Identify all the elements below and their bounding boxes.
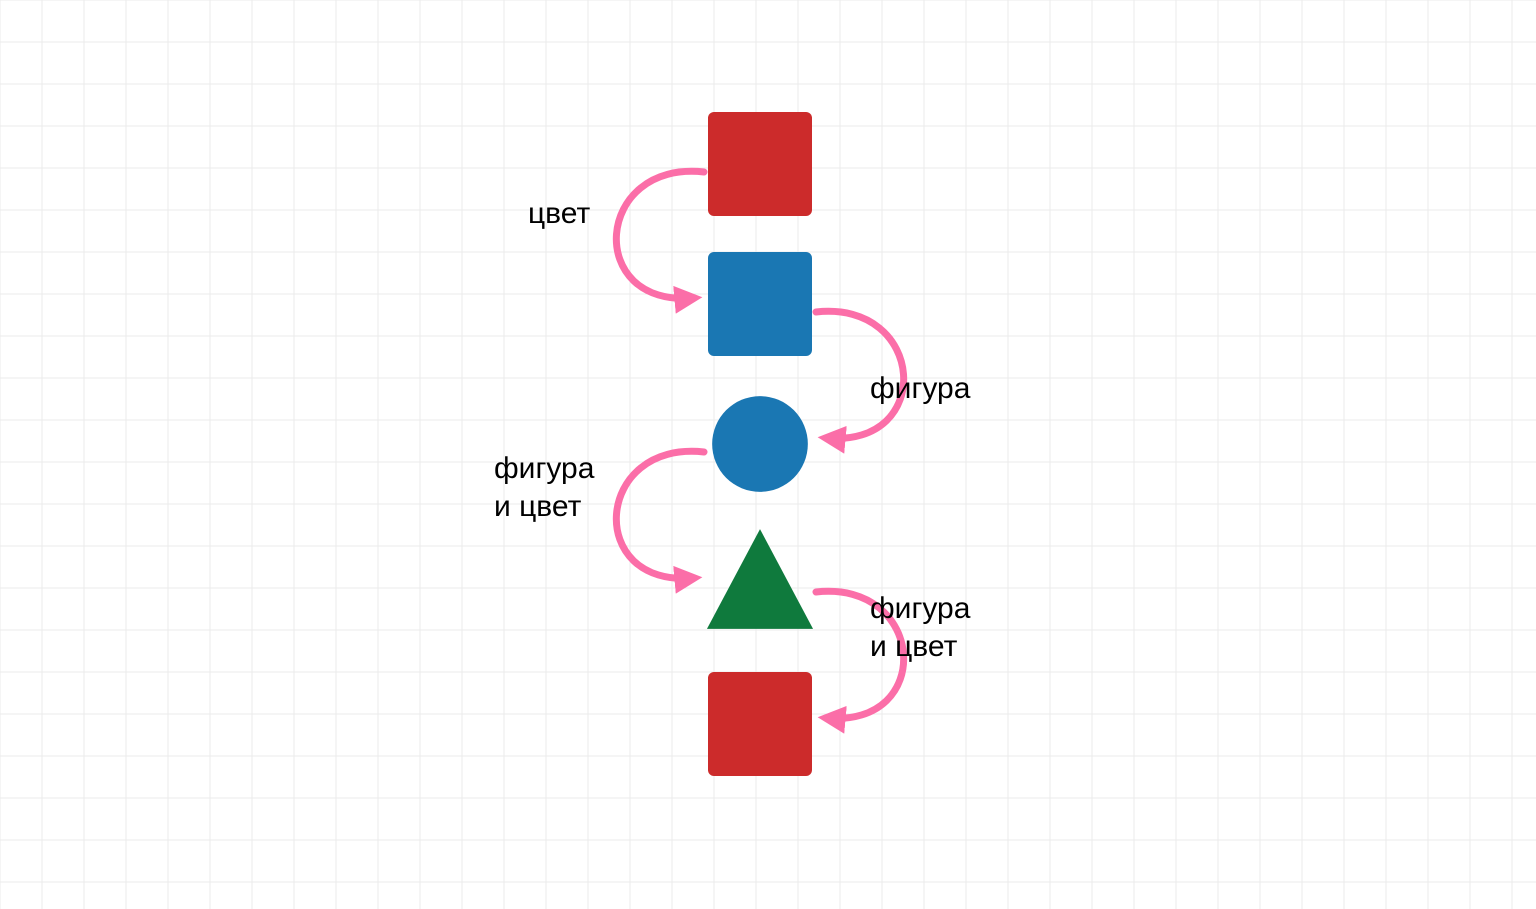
label-4: фигура и цвет — [870, 590, 970, 665]
diagram-stage: цвет фигура фигура и цвет фигура и цвет — [0, 0, 1536, 909]
label-1: цвет — [528, 195, 590, 233]
label-3: фигура и цвет — [494, 450, 594, 525]
shape-s4-triangle — [707, 529, 813, 629]
arrow-3 — [616, 451, 704, 578]
shape-s3-circle — [712, 396, 808, 492]
diagram-svg — [0, 0, 1536, 909]
shapes — [707, 112, 813, 776]
shape-s2-square — [708, 252, 812, 356]
shape-s1-square — [708, 112, 812, 216]
arrow-1 — [616, 171, 704, 298]
shape-s5-square — [708, 672, 812, 776]
label-2: фигура — [870, 370, 970, 408]
